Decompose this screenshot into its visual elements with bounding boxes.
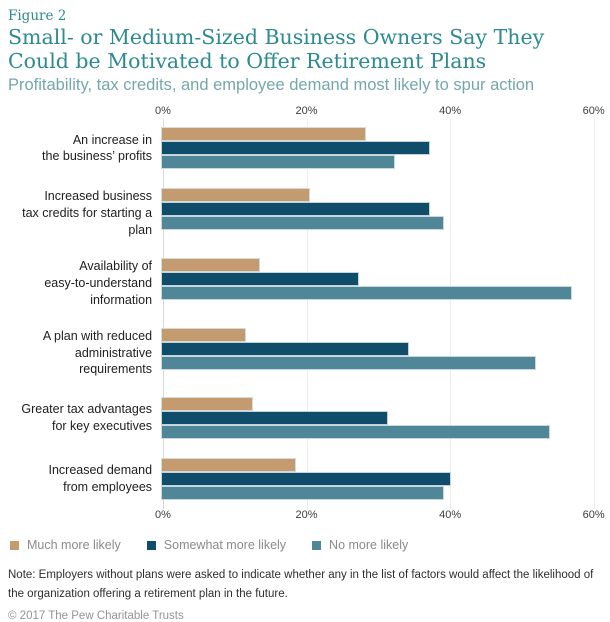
legend-item: No more likely [312,538,408,552]
bar-somewhat-more-likely [161,202,431,217]
legend-item: Somewhat more likely [146,538,287,553]
legend-swatch [10,540,19,550]
legend: Much more likely Somewhat more likely No m… [10,538,600,552]
category-label: A plan with reduced administrative requi… [42,328,153,377]
chart-row: Increased business tax credits for start… [8,188,600,239]
bar-group [161,127,600,170]
axis-tick-label: 40% [439,509,462,522]
figure-subtitle: Profitability, tax credits, and employee… [8,76,535,95]
plot-area: An increase in the business’ profits Incr… [8,119,600,510]
axis-tick-label: 60% [582,509,605,522]
axis-tick-label: 0% [155,509,171,522]
axis-tick-label: 0% [155,105,171,118]
axis-tick-label: 20% [295,105,318,118]
category-label: Greater tax advantages for key executive… [21,402,153,434]
grouped-bar-chart: 0% 20% 40% 60% An increase in the business’… [8,105,604,523]
legend-label: Somewhat more likely [163,538,287,553]
x-axis-top: 0% 20% 40% 60% [155,105,608,119]
chart-row: An increase in the business’ profits [8,127,600,170]
category-label: Increased business tax credits for start… [22,189,153,238]
figure-page: Figure 2 Small- or Medium-Sized Business… [8,8,605,622]
x-axis-bottom: 0% 20% 40% 60% [155,509,608,523]
bar-no-more-likely [161,155,395,170]
legend-label: Much more likely [27,538,121,553]
legend-label: No more likely [329,538,409,553]
chart-row: Greater tax advantages for key executive… [8,397,600,440]
figure-label: Figure 2 [8,8,67,24]
bar-no-more-likely [161,355,537,370]
legend-item: Much more likely [10,538,121,552]
figure-title: Small- or Medium-Sized Business Owners S… [8,25,545,74]
bar-group [161,397,600,440]
bar-much-more-likely [161,258,261,272]
category-label: An increase in the business’ profits [42,132,153,164]
legend-swatch [312,540,322,550]
bar-somewhat-more-likely [161,472,452,487]
chart-row: Availability of easy-to-understand infor… [8,258,600,309]
bar-somewhat-more-likely [161,411,388,426]
bar-no-more-likely [161,286,572,300]
bar-group [161,327,600,379]
category-label: Increased demand from employees [48,463,153,495]
note-text: Note: Employers without plans were asked… [8,569,594,600]
bar-somewhat-more-likely [161,272,360,286]
axis-tick-label: 60% [582,105,605,118]
axis-tick-label: 40% [439,105,462,118]
bar-much-more-likely [161,327,246,342]
bar-rows: An increase in the business’ profits Incr… [8,119,600,509]
bar-no-more-likely [161,216,445,231]
bar-much-more-likely [161,127,367,142]
bar-no-more-likely [161,425,551,440]
bar-group [161,458,600,501]
copyright-text: © 2017 The Pew Charitable Trusts [8,610,184,622]
bar-somewhat-more-likely [161,141,431,156]
legend-swatch [146,540,156,550]
bar-somewhat-more-likely [161,341,409,356]
bar-group [161,188,600,239]
bar-no-more-likely [161,486,445,501]
chart-row: A plan with reduced administrative requi… [8,327,600,379]
bar-much-more-likely [161,188,310,203]
bar-much-more-likely [161,458,296,473]
bar-much-more-likely [161,397,254,412]
bar-group [161,258,600,309]
axis-tick-label: 20% [295,509,318,522]
chart-row: Increased demand from employees [8,458,600,501]
category-label: Availability of easy-to-understand infor… [44,259,153,307]
